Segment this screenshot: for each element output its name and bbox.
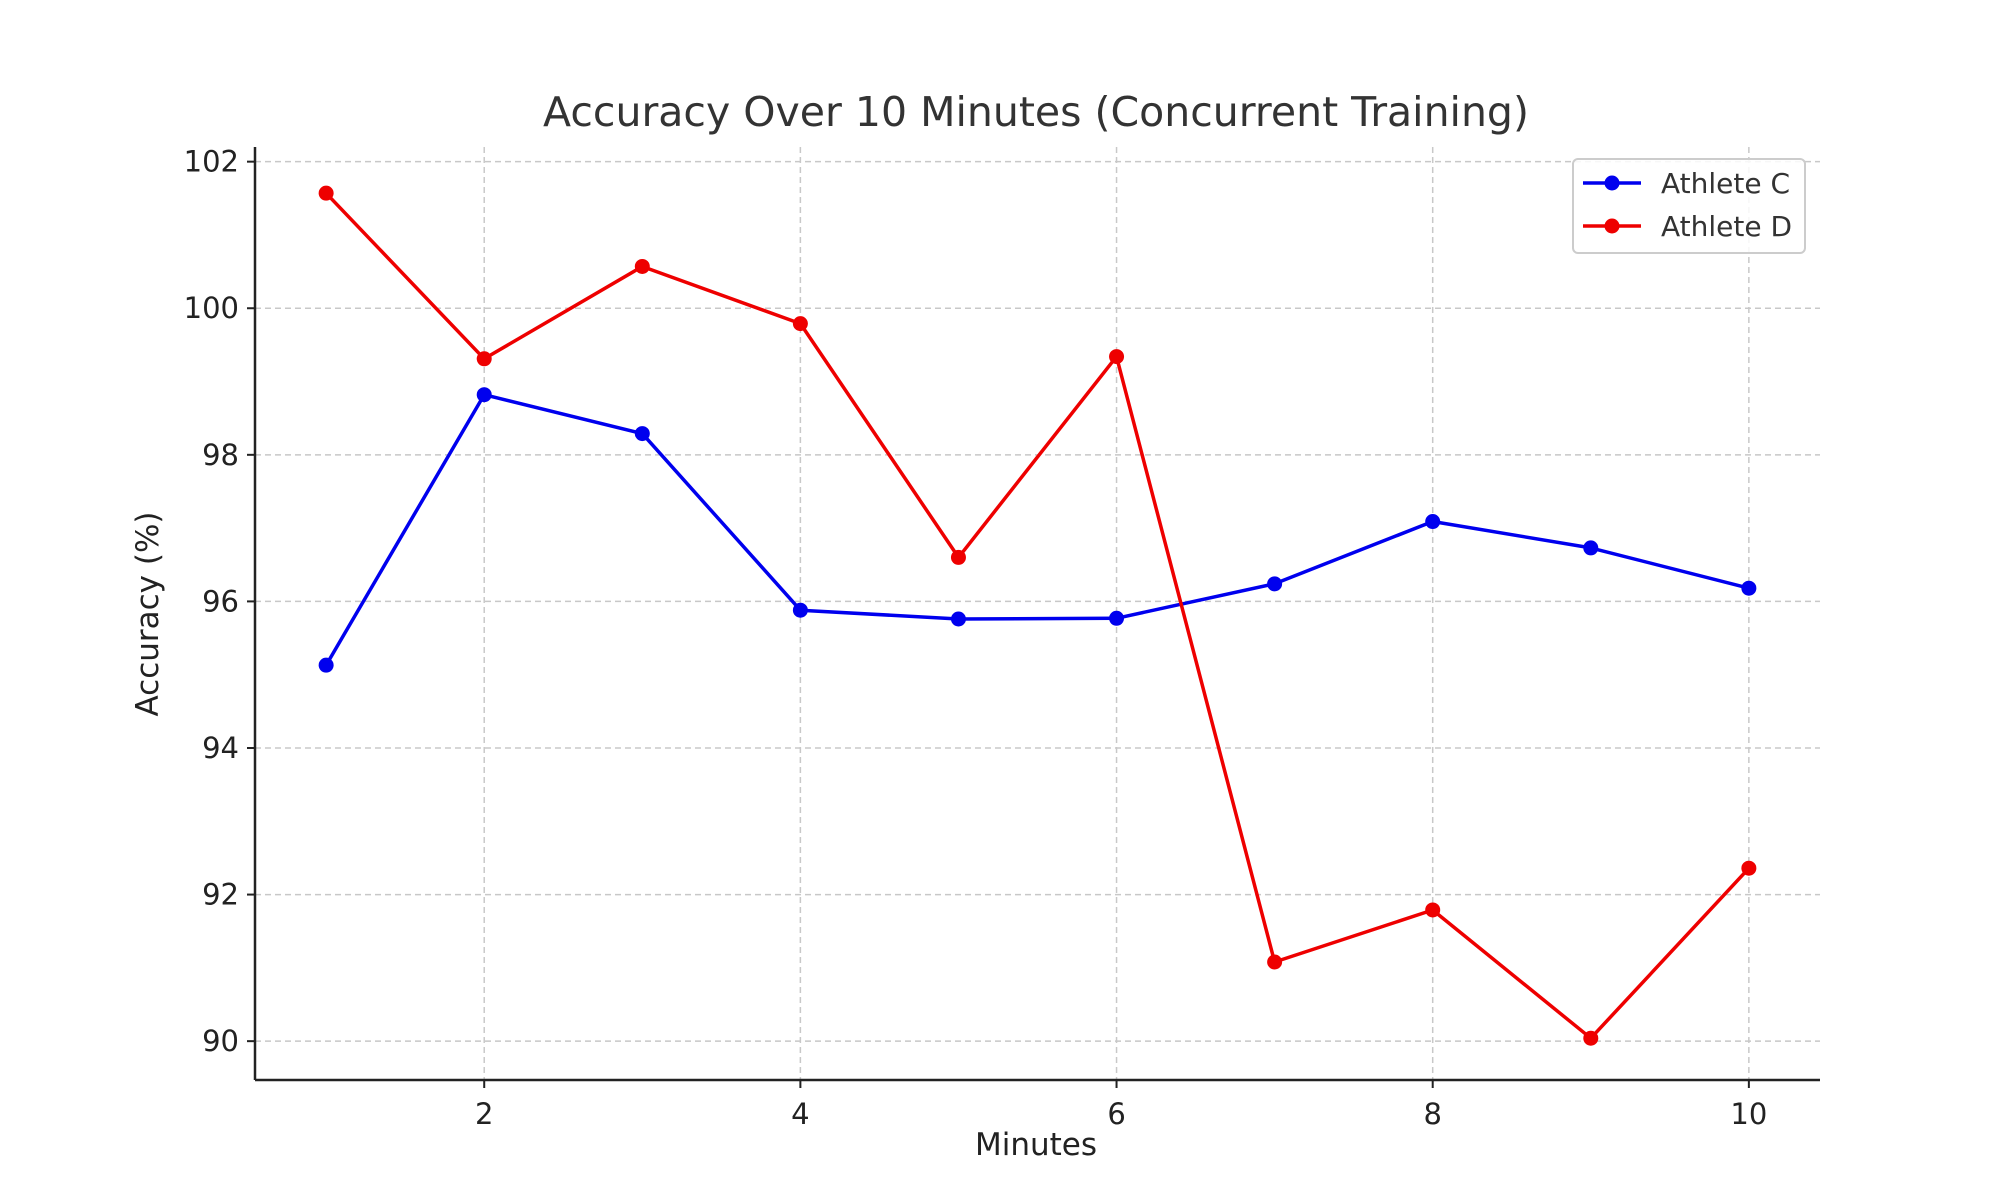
data-point-athlete-c — [1583, 540, 1599, 556]
legend-label-athlete-d: Athlete D — [1661, 210, 1792, 243]
data-point-athlete-d — [1741, 860, 1757, 876]
legend-label-athlete-c: Athlete C — [1661, 167, 1790, 200]
data-point-athlete-d — [1267, 954, 1283, 970]
data-point-athlete-d — [1425, 902, 1441, 918]
data-point-athlete-c — [950, 611, 966, 627]
x-tick-label: 4 — [791, 1097, 809, 1131]
series-athlete-d — [318, 185, 1757, 1046]
series-athlete-c — [318, 387, 1757, 673]
data-point-athlete-d — [792, 316, 808, 332]
y-tick-label: 96 — [202, 584, 239, 618]
y-tick-label: 98 — [202, 438, 239, 472]
data-point-athlete-c — [1425, 514, 1441, 530]
data-point-athlete-c — [1109, 610, 1125, 626]
data-point-athlete-d — [476, 351, 492, 367]
y-tick-label: 90 — [202, 1024, 239, 1058]
data-point-athlete-d — [318, 185, 334, 201]
series-line-athlete-c — [324, 392, 1750, 667]
legend-marker-athlete-c — [1604, 175, 1620, 191]
data-point-athlete-c — [476, 387, 492, 403]
data-point-athlete-d — [1583, 1030, 1599, 1046]
data-point-athlete-d — [1109, 349, 1125, 365]
data-point-athlete-c — [792, 602, 808, 618]
chart-title: Accuracy Over 10 Minutes (Concurrent Tra… — [543, 88, 1529, 136]
data-point-athlete-c — [318, 657, 334, 673]
x-tick-label: 6 — [1107, 1097, 1125, 1131]
data-point-athlete-d — [950, 549, 966, 565]
y-tick-label: 94 — [202, 731, 239, 765]
x-tick-label: 2 — [475, 1097, 493, 1131]
y-axis-label: Accuracy (%) — [130, 511, 166, 716]
data-point-athlete-c — [634, 426, 650, 442]
grid-layer — [255, 147, 1820, 1080]
x-axis-label: Minutes — [975, 1127, 1097, 1163]
y-tick-label: 102 — [184, 145, 239, 179]
axes-layer: 2 4 6 8 10 90 92 94 96 98 100 102 — [184, 145, 1820, 1131]
y-tick-label: 100 — [184, 291, 239, 325]
legend-marker-athlete-d — [1604, 218, 1620, 234]
data-point-athlete-d — [634, 258, 650, 274]
series-line-athlete-d — [324, 191, 1751, 1040]
data-point-athlete-c — [1741, 580, 1757, 596]
x-tick-label: 10 — [1730, 1097, 1767, 1131]
y-tick-label: 92 — [202, 878, 239, 912]
series-layer — [318, 185, 1757, 1046]
data-point-athlete-c — [1267, 576, 1283, 592]
x-tick-label: 8 — [1423, 1097, 1441, 1131]
legend: Athlete C Athlete D — [1572, 158, 1806, 254]
